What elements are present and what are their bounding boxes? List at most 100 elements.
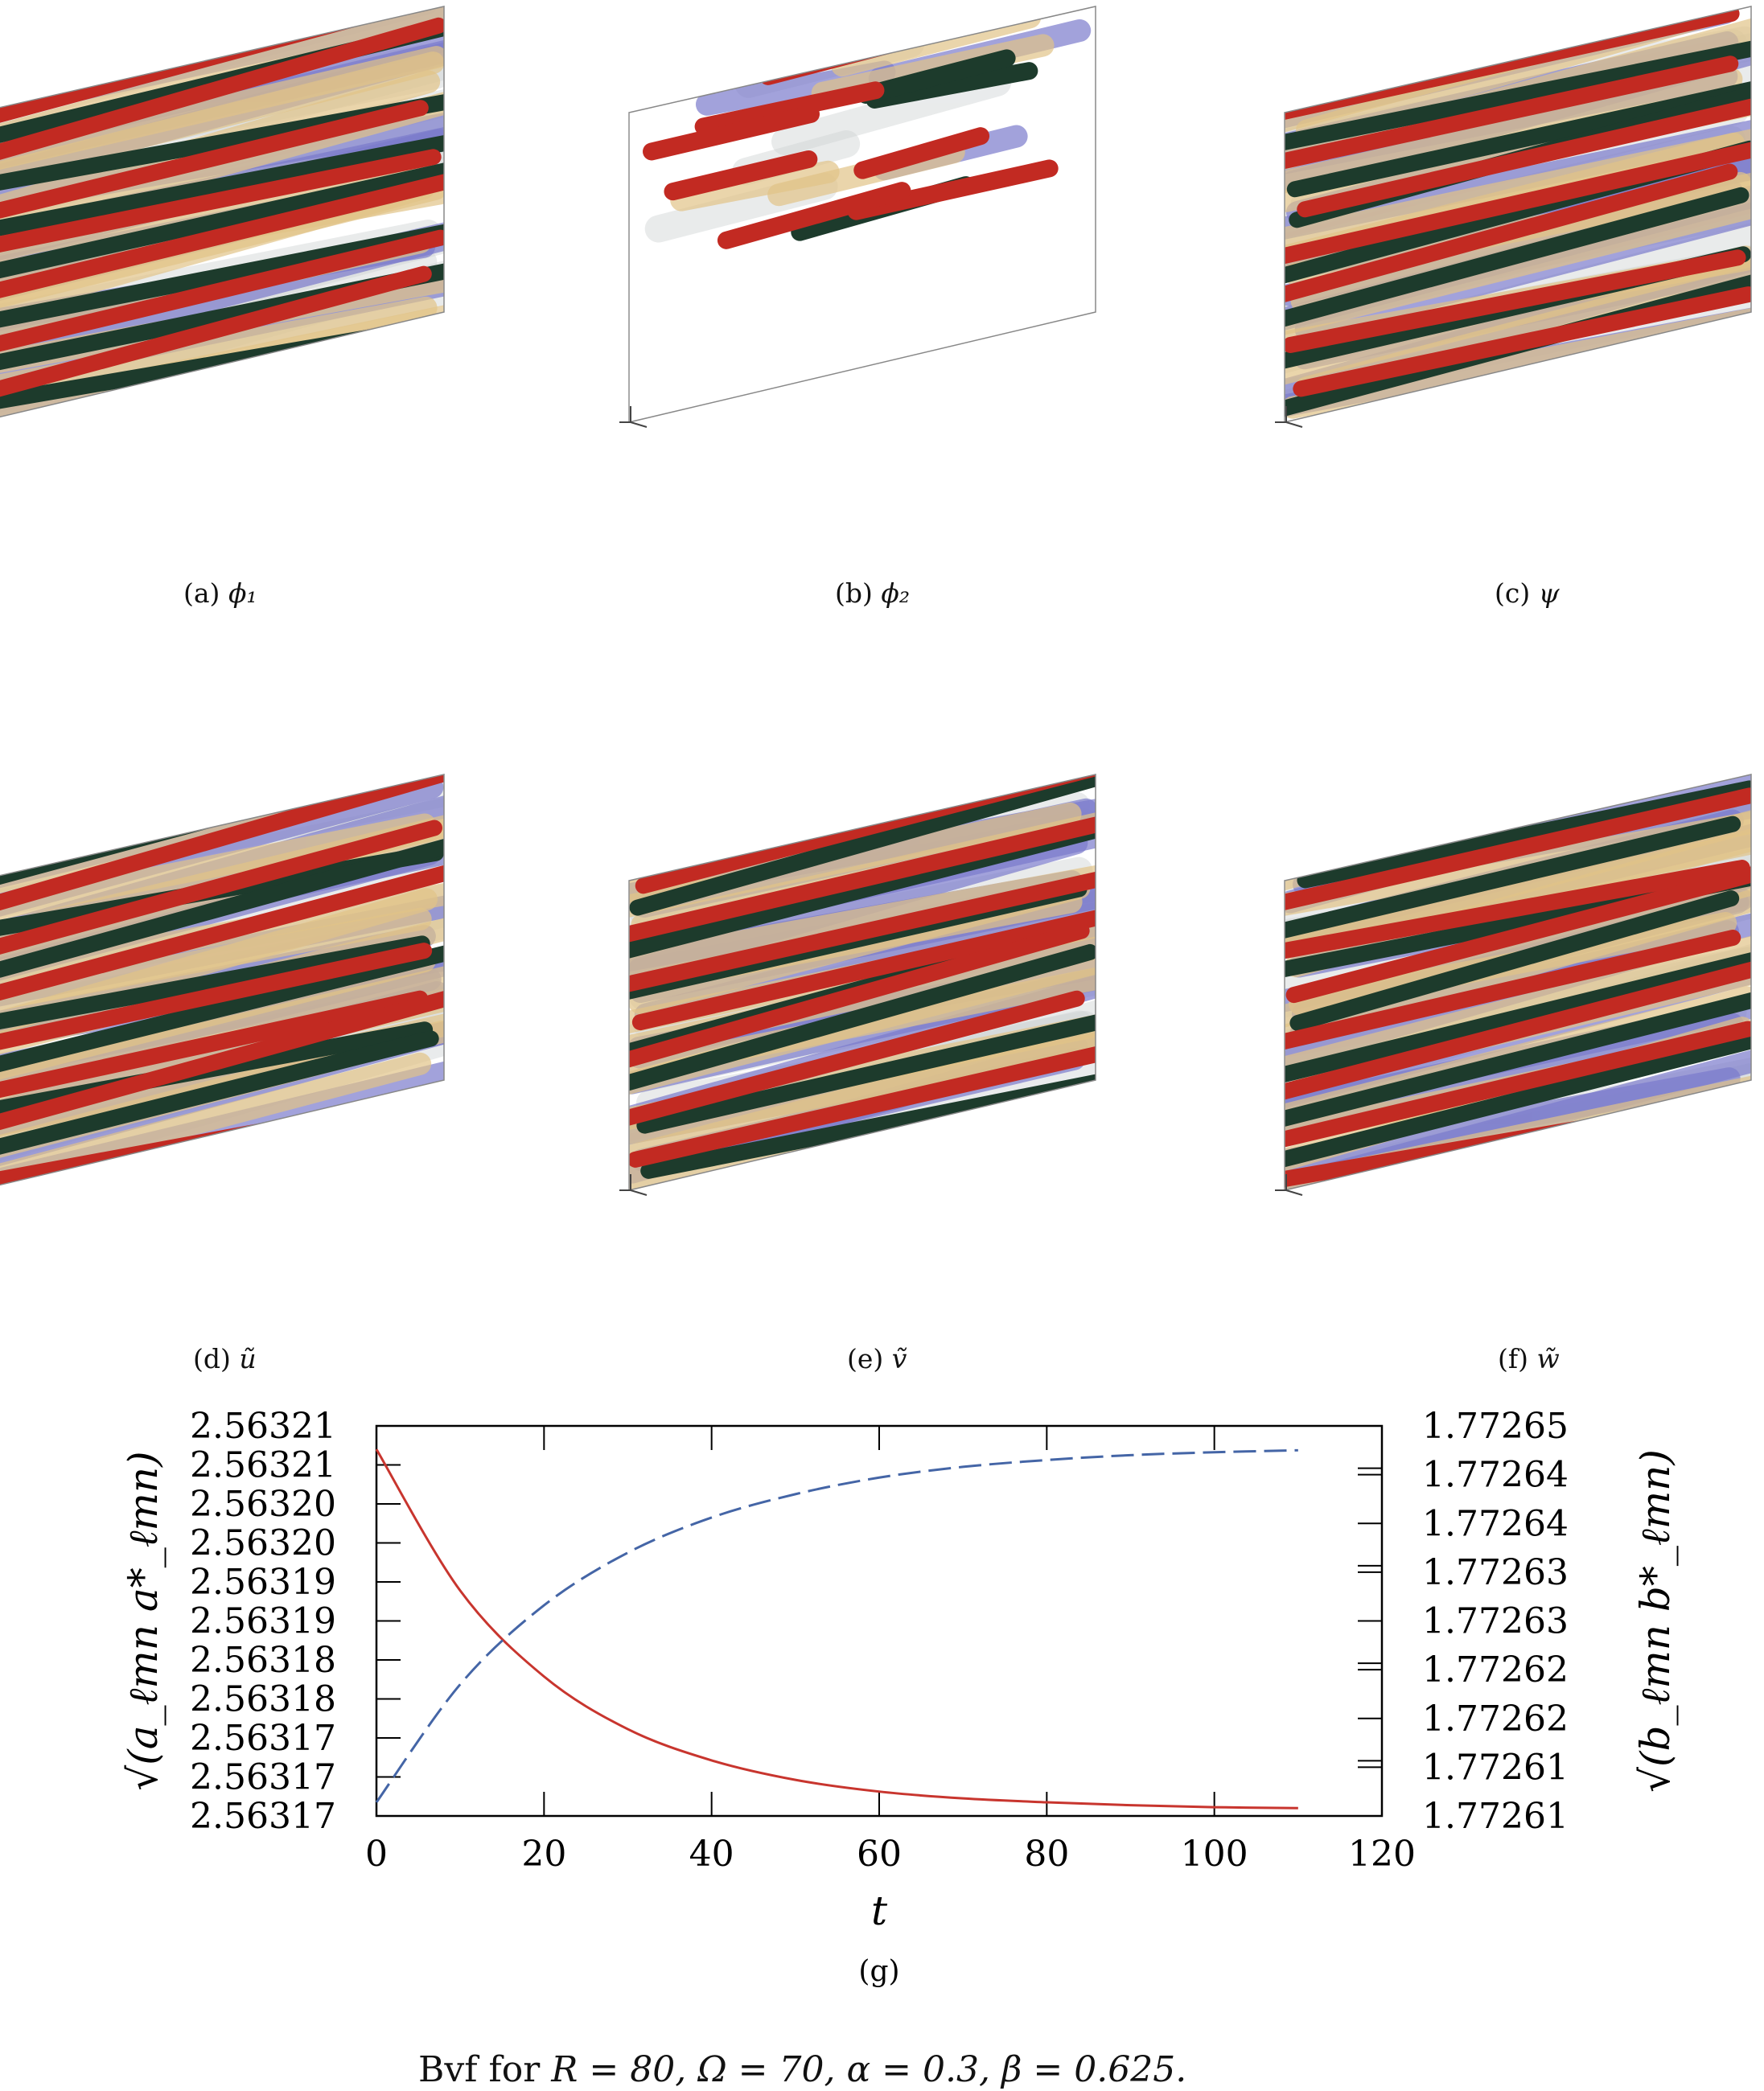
left-y-tick-label: 2.56319 xyxy=(190,1562,336,1603)
tube-positive xyxy=(629,922,1090,1074)
x-tick-label: 60 xyxy=(857,1834,902,1875)
tube-positive xyxy=(0,943,433,1051)
axes-triad-icon xyxy=(1275,406,1303,428)
left-y-tick-label: 2.56319 xyxy=(190,1601,336,1642)
left-y-tick-label: 2.56321 xyxy=(190,1406,336,1447)
right-y-tick-label: 1.77262 xyxy=(1422,1699,1569,1740)
axes-triad-icon xyxy=(619,406,648,428)
x-tick-label: 20 xyxy=(521,1834,566,1875)
subcaption-e: (e) ṽ xyxy=(847,1343,907,1374)
bounding-box xyxy=(0,6,445,418)
bounding-box xyxy=(0,774,445,1186)
tube-positive xyxy=(664,150,818,201)
tube-positive xyxy=(1285,249,1746,353)
tube-negative xyxy=(1285,1025,1751,1168)
panel-f-isosurface xyxy=(1275,774,1752,1196)
isosurface-group xyxy=(1285,774,1751,1190)
right-y-axis-label: √(b_ℓmn b*_ℓmn) xyxy=(1632,1449,1679,1793)
tube-positive xyxy=(1297,98,1751,218)
tube-positive xyxy=(631,909,1096,1031)
tube-negative xyxy=(1289,890,1740,1032)
panel-e-isosurface xyxy=(619,774,1096,1196)
tube-negative xyxy=(1285,815,1741,941)
tube-mid_positive xyxy=(0,964,444,1096)
tube-positive xyxy=(1285,860,1750,961)
tube-mid_positive xyxy=(0,51,444,192)
right-y-tick-label: 1.77263 xyxy=(1422,1552,1569,1593)
x-axis-label: t xyxy=(871,1888,888,1934)
left-y-tick-label: 2.56320 xyxy=(190,1484,336,1525)
subcaption-d: (d) ũ xyxy=(193,1343,257,1374)
tube-background_iso xyxy=(771,68,1012,155)
right-y-tick-label: 1.77261 xyxy=(1422,1747,1569,1788)
tube-negative xyxy=(629,943,1096,1095)
left-y-tick-label: 2.56321 xyxy=(190,1445,336,1486)
tube-negative xyxy=(0,132,444,236)
x-tick-label: 80 xyxy=(1024,1834,1069,1875)
tube-positive xyxy=(643,105,820,161)
right-y-tick-label: 1.77263 xyxy=(1422,1601,1569,1642)
right-y-tick-label: 1.77262 xyxy=(1422,1649,1569,1690)
tube-positive xyxy=(0,100,429,224)
tube-negative xyxy=(1285,992,1751,1133)
isosurface-group xyxy=(0,6,444,422)
chart-sublabel: (g) xyxy=(858,1955,899,1988)
x-tick-label: 100 xyxy=(1181,1834,1248,1875)
panel-d-isosurface xyxy=(0,774,445,1190)
tube-negative xyxy=(857,49,1016,104)
x-tick-label: 40 xyxy=(689,1834,734,1875)
tube-positive xyxy=(847,159,1059,220)
tube-mid_positive xyxy=(1285,865,1751,1033)
blue-dashed-series-line xyxy=(375,1448,1298,1803)
tube-positive xyxy=(0,265,432,403)
tube-mid_positive xyxy=(670,160,840,212)
tube-mid_positive xyxy=(1290,171,1751,313)
subcaption-b: (b) ϕ₂ xyxy=(835,577,911,609)
tube-positive xyxy=(853,127,990,179)
tube-positive xyxy=(0,985,444,1140)
tube-negative xyxy=(0,937,444,1075)
tube-negative xyxy=(1297,780,1751,889)
tube-positive xyxy=(1285,1021,1751,1152)
isosurface-group xyxy=(629,774,1096,1190)
tube-negative xyxy=(0,829,444,978)
isosurface-group xyxy=(0,774,444,1190)
subcaption-c: (c) ψ xyxy=(1495,577,1560,609)
tube-negative xyxy=(1285,187,1750,331)
panel-a-isosurface xyxy=(0,6,445,422)
tube-positive xyxy=(629,807,1096,946)
tube-negative xyxy=(1285,35,1751,153)
right-y-tick-label: 1.77264 xyxy=(1422,1455,1569,1496)
tube-positive xyxy=(0,863,444,1005)
red-solid-series-line xyxy=(375,1448,1298,1810)
right-y-tick-label: 1.77264 xyxy=(1422,1503,1569,1544)
tube-positive xyxy=(629,867,1096,995)
right-y-tick-label: 1.77265 xyxy=(1422,1406,1569,1447)
tube-positive xyxy=(717,182,911,249)
subcaption-f: (f) w̃ xyxy=(1498,1343,1560,1374)
tube-positive xyxy=(1293,286,1751,397)
tube-negative xyxy=(0,1030,439,1163)
tube-positive xyxy=(629,990,1085,1131)
plot-frame xyxy=(375,1424,1384,1818)
left-y-tick-label: 2.56317 xyxy=(190,1796,336,1837)
isosurface-group xyxy=(643,6,1092,249)
axes-triad-icon xyxy=(619,1174,648,1196)
panel-b-isosurface xyxy=(619,6,1096,428)
left-y-tick-label: 2.56318 xyxy=(190,1640,336,1681)
left-y-tick-label: 2.56320 xyxy=(190,1523,336,1564)
tube-positive xyxy=(1285,134,1751,269)
subcaption-a: (a) ϕ₁ xyxy=(183,577,257,609)
right-y-tick-label: 1.77261 xyxy=(1422,1796,1569,1837)
tube-mid_positive xyxy=(1285,68,1743,195)
tube-positive xyxy=(1285,958,1751,1100)
isosurface-group xyxy=(1285,6,1751,422)
tube-positive xyxy=(0,17,444,166)
tube-negative xyxy=(0,935,430,1033)
panel-c-isosurface xyxy=(1275,6,1752,428)
axes-triad-icon xyxy=(1275,1174,1303,1196)
tube-positive xyxy=(1285,55,1739,170)
left-y-axis-label: √(a_ℓmn a*_ℓmn) xyxy=(120,1451,167,1790)
tube-positive xyxy=(1285,866,1751,1004)
x-tick-label: 0 xyxy=(365,1834,388,1875)
